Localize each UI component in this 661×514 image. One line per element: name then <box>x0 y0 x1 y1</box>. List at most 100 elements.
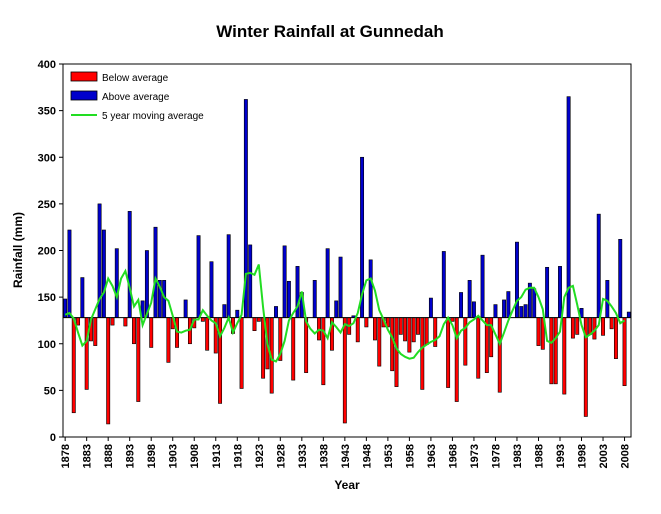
bar-above-average <box>312 280 317 318</box>
bar-below-average <box>364 317 369 328</box>
bar-above-average <box>502 299 507 318</box>
bar-below-average <box>321 317 326 386</box>
bar-below-average <box>355 317 360 343</box>
bar-below-average <box>450 317 455 322</box>
x-tick-label: 1943 <box>340 444 352 468</box>
bar-below-average <box>132 317 136 345</box>
bar-below-average <box>84 317 89 390</box>
y-tick-label: 100 <box>38 339 56 351</box>
plot-area <box>63 64 631 437</box>
bar-below-average <box>252 317 257 331</box>
y-tick-label: 150 <box>38 292 56 304</box>
bar-below-average <box>200 317 205 322</box>
bar-below-average <box>588 317 593 335</box>
x-tick-label: 1933 <box>297 444 309 468</box>
bar-above-average <box>334 300 339 318</box>
x-tick-label: 1973 <box>469 444 481 468</box>
bar-below-average <box>411 317 416 343</box>
bar-below-average <box>110 317 115 326</box>
bar-above-average <box>67 229 72 318</box>
bar-above-average <box>506 291 511 318</box>
bar-below-average <box>407 317 412 353</box>
x-tick-label: 1963 <box>426 444 438 468</box>
bar-above-average <box>467 280 472 318</box>
bar-below-average <box>149 317 154 348</box>
x-tick-label: 1938 <box>318 444 330 468</box>
bar-below-average <box>304 317 309 373</box>
bar-below-average <box>377 317 382 367</box>
bar-below-average <box>489 317 494 358</box>
bar-above-average <box>226 234 231 318</box>
legend-label: Above average <box>102 92 170 103</box>
bar-below-average <box>575 317 580 335</box>
x-tick-label: 1893 <box>125 444 137 468</box>
x-tick-label: 1948 <box>361 444 373 468</box>
x-axis: 1878 1883 1888 1893 1898 1903 1908 1913 1918 1923… <box>60 437 632 468</box>
bar-above-average <box>545 266 550 318</box>
chart-title: Winter Rainfall at Gunnedah <box>216 22 443 41</box>
x-tick-label: 1923 <box>254 444 266 468</box>
bar-below-average <box>342 317 347 424</box>
legend-swatch <box>70 71 98 82</box>
bar-below-average <box>613 317 618 359</box>
bar-above-average <box>286 280 291 318</box>
bar-above-average <box>441 251 446 318</box>
y-tick-label: 200 <box>38 246 56 258</box>
bar-below-average <box>549 317 554 385</box>
y-tick-label: 350 <box>38 106 56 118</box>
x-tick-label: 1903 <box>168 444 180 468</box>
bar-above-average <box>153 226 158 318</box>
bar-above-average <box>605 280 610 318</box>
legend-label: 5 year moving average <box>102 111 204 122</box>
x-tick-label: 1953 <box>383 444 395 468</box>
bar-below-average <box>570 317 575 339</box>
bar-above-average <box>144 250 149 318</box>
bar-below-average <box>609 317 614 330</box>
y-tick-label: 400 <box>38 59 56 71</box>
x-tick-label: 1908 <box>189 444 201 468</box>
bar-above-average <box>274 306 278 318</box>
y-axis-title: Rainfall (mm) <box>11 212 25 288</box>
bar-above-average <box>480 254 485 318</box>
x-tick-label: 1958 <box>404 444 416 468</box>
x-tick-label: 1878 <box>60 444 72 468</box>
bar-above-average <box>626 311 631 318</box>
bar-above-average <box>235 309 240 318</box>
bar-below-average <box>601 317 605 336</box>
bar-below-average <box>239 317 244 389</box>
bar-above-average <box>596 213 601 318</box>
bar-series <box>63 96 631 425</box>
bar-below-average <box>373 317 377 341</box>
bar-above-average <box>515 241 519 318</box>
bar-above-average <box>428 297 433 318</box>
x-tick-label: 1988 <box>533 444 545 468</box>
legend-label: Below average <box>102 73 169 84</box>
bar-below-average <box>123 317 128 327</box>
bar-below-average <box>420 317 425 390</box>
bar-above-average <box>532 288 537 318</box>
bar-above-average <box>80 277 85 318</box>
bar-below-average <box>106 317 111 425</box>
bar-below-average <box>536 317 541 346</box>
bar-below-average <box>424 317 429 345</box>
bar-below-average <box>562 317 567 395</box>
bar-above-average <box>523 304 528 318</box>
y-axis: 0 50 100 150 200 250 300 350 400 <box>38 59 63 444</box>
x-tick-label: 1883 <box>82 444 94 468</box>
x-tick-label: 1978 <box>490 444 502 468</box>
bar-below-average <box>416 317 420 335</box>
bar-above-average <box>566 96 571 318</box>
x-tick-label: 1928 <box>275 444 287 468</box>
y-tick-label: 300 <box>38 152 56 164</box>
bar-below-average <box>256 317 261 322</box>
bar-above-average <box>127 211 132 318</box>
y-tick-label: 50 <box>44 385 56 397</box>
bar-below-average <box>446 317 451 388</box>
legend-swatch <box>70 90 98 101</box>
bar-below-average <box>476 317 481 379</box>
legend: Below average Above average 5 year moving … <box>70 71 204 122</box>
x-tick-label: 1983 <box>512 444 524 468</box>
bar-above-average <box>209 261 214 318</box>
bar-below-average <box>136 317 141 402</box>
